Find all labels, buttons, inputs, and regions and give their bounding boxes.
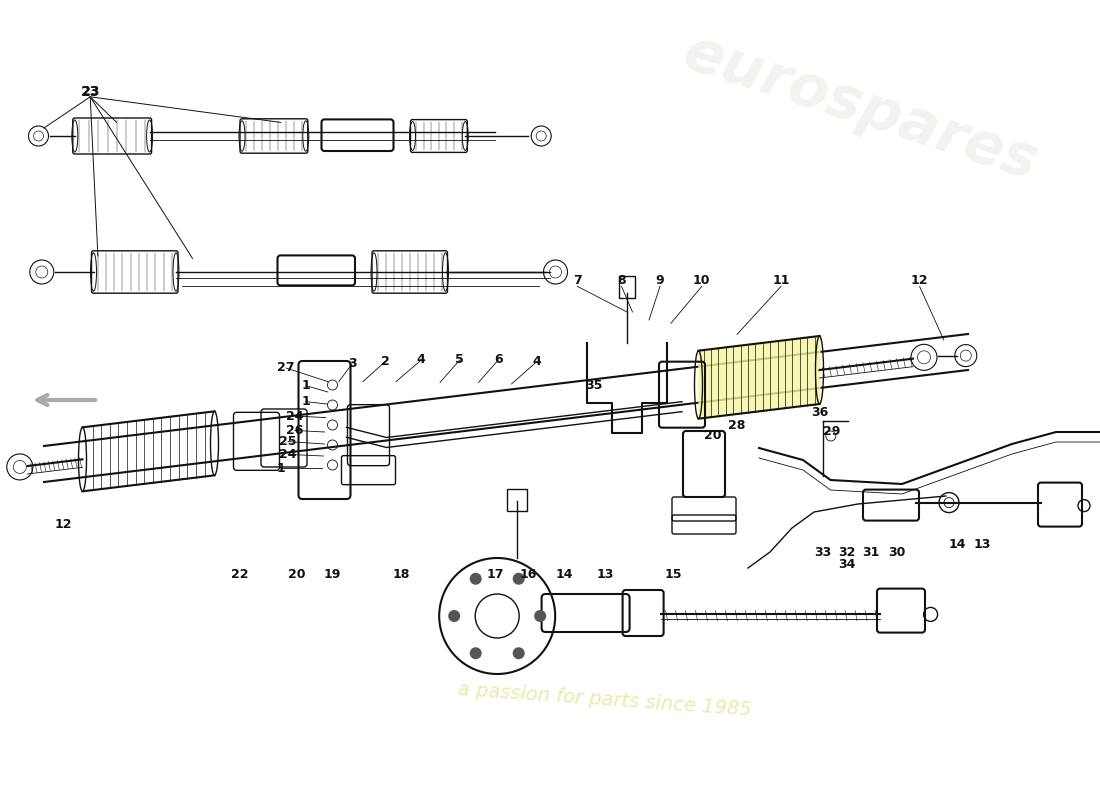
Text: 3: 3 [348, 358, 356, 370]
Text: 12: 12 [55, 518, 73, 530]
Circle shape [448, 610, 460, 622]
Text: 34: 34 [838, 558, 856, 570]
Text: 23: 23 [80, 85, 100, 99]
Circle shape [470, 573, 482, 585]
Text: 22: 22 [231, 568, 249, 581]
Text: 30: 30 [888, 546, 905, 558]
Text: 17: 17 [486, 568, 504, 581]
Text: 24: 24 [279, 448, 297, 461]
Text: 15: 15 [664, 568, 682, 581]
Text: 5: 5 [455, 354, 464, 366]
Text: a passion for parts since 1985: a passion for parts since 1985 [458, 681, 752, 720]
Text: 20: 20 [288, 568, 306, 581]
Text: 10: 10 [693, 274, 711, 286]
Text: 18: 18 [393, 568, 410, 581]
Text: 1: 1 [276, 462, 285, 474]
Text: 1: 1 [301, 395, 310, 408]
Text: 24: 24 [286, 410, 304, 422]
Text: 29: 29 [823, 426, 840, 438]
Text: 16: 16 [519, 568, 537, 581]
Text: 4: 4 [532, 355, 541, 368]
Circle shape [513, 647, 525, 659]
Text: 4: 4 [417, 354, 426, 366]
Text: 31: 31 [862, 546, 880, 558]
Text: eurospares: eurospares [676, 24, 1045, 192]
Text: 2: 2 [381, 355, 389, 368]
Bar [507, 489, 527, 511]
Text: 32: 32 [838, 546, 856, 558]
Text: 13: 13 [596, 568, 614, 581]
Text: 14: 14 [948, 538, 966, 550]
Text: 28: 28 [728, 419, 746, 432]
Text: 7: 7 [573, 274, 582, 286]
Text: 27: 27 [277, 362, 295, 374]
Circle shape [535, 610, 547, 622]
Text: 8: 8 [617, 274, 626, 286]
Text: 12: 12 [911, 274, 928, 286]
Text: 33: 33 [814, 546, 832, 558]
Text: 6: 6 [494, 354, 503, 366]
Text: 26: 26 [286, 424, 304, 437]
Text: 1: 1 [301, 379, 310, 392]
Text: 20: 20 [704, 430, 722, 442]
Text: 14: 14 [556, 568, 573, 581]
Text: 36: 36 [811, 406, 828, 418]
Text: 25: 25 [279, 435, 297, 448]
Text: 13: 13 [974, 538, 991, 550]
Text: 19: 19 [323, 568, 341, 581]
Text: 23: 23 [81, 86, 99, 98]
Text: 11: 11 [772, 274, 790, 286]
Text: 9: 9 [656, 274, 664, 286]
Circle shape [513, 573, 525, 585]
Bar [619, 276, 635, 298]
Circle shape [470, 647, 482, 659]
Text: 35: 35 [585, 379, 603, 392]
